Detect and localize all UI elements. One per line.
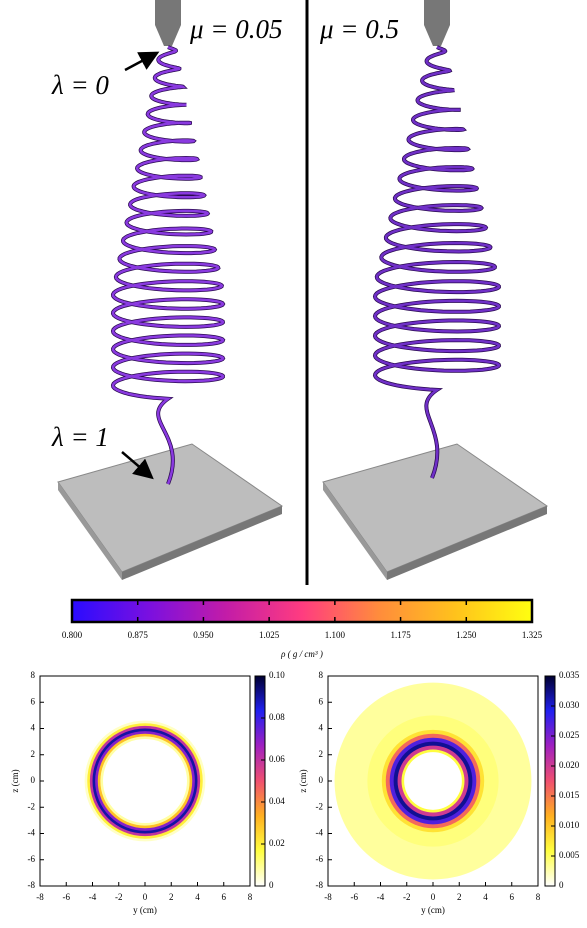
tick-label: 0.015 (559, 790, 580, 800)
tick-label: 0 (269, 880, 274, 890)
density-ring (404, 752, 462, 810)
tick-label: 0.030 (559, 700, 580, 710)
start-label: λ = 0 (51, 70, 109, 100)
axis-label: y (cm) (421, 905, 445, 915)
colorbar (70, 598, 534, 624)
colorbar (544, 675, 556, 887)
tick-label: -2 (28, 801, 36, 811)
tick-label: 6 (31, 696, 36, 706)
tick-label: -4 (316, 828, 324, 838)
tick-label: -2 (115, 892, 123, 902)
tick-label: -6 (316, 854, 324, 864)
nozzle (155, 0, 181, 46)
tick-label: 0.800 (62, 630, 83, 640)
tick-label: -6 (351, 892, 359, 902)
tick-label: -6 (28, 854, 36, 864)
tick-label: -4 (377, 892, 385, 902)
axis-label: y (cm) (133, 905, 157, 915)
tick-label: -4 (28, 828, 36, 838)
tick-label: 0 (31, 775, 36, 785)
tick-label: 4 (195, 892, 200, 902)
tick-label: 8 (319, 670, 324, 680)
plate-edge (122, 506, 282, 580)
tick-label: -2 (403, 892, 411, 902)
tick-label: 0.10 (269, 670, 285, 680)
end-label: λ = 1 (51, 422, 109, 452)
panel-label: μ = 0.5 (319, 14, 399, 44)
tick-label: -8 (324, 892, 332, 902)
tick-label: 0 (431, 892, 436, 902)
tick-label: 0 (319, 775, 324, 785)
tick-label: 0.010 (559, 820, 580, 830)
plate-edge (323, 482, 387, 580)
tick-label: -8 (28, 880, 36, 890)
tick-label: 1.250 (456, 630, 477, 640)
tick-label: -8 (316, 880, 324, 890)
tick-label: 0.035 (559, 670, 580, 680)
tick-label: 6 (319, 696, 324, 706)
axis-label: z (cm) (10, 769, 20, 792)
tick-label: -6 (63, 892, 71, 902)
tick-label: 1.325 (522, 630, 543, 640)
heatmap (40, 676, 250, 886)
tick-label: 0.005 (559, 850, 580, 860)
filament (111, 45, 225, 485)
tick-label: 0.020 (559, 760, 580, 770)
tick-label: 0.04 (269, 796, 285, 806)
tick-label: 1.100 (325, 630, 346, 640)
tick-label: 0.02 (269, 838, 285, 848)
tick-label: 2 (319, 749, 324, 759)
tick-label: 4 (319, 723, 324, 733)
tick-label: 2 (169, 892, 174, 902)
tick-label: 2 (457, 892, 462, 902)
arrow (124, 51, 160, 72)
tick-label: 0.06 (269, 754, 285, 764)
tick-label: 8 (31, 670, 36, 680)
tick-label: 0.08 (269, 712, 285, 722)
tick-label: 6 (510, 892, 515, 902)
colorbar-label: ρ ( g / cm³ ) (280, 649, 323, 659)
colorbar (254, 675, 266, 887)
tick-label: 6 (222, 892, 227, 902)
panel-label: μ = 0.05 (189, 14, 283, 44)
filament (373, 45, 501, 479)
tick-label: 0 (143, 892, 148, 902)
tick-label: 1.025 (259, 630, 280, 640)
tick-label: 1.175 (390, 630, 411, 640)
tick-label: -2 (316, 801, 324, 811)
tick-label: 8 (248, 892, 253, 902)
tick-label: 4 (483, 892, 488, 902)
tick-label: 0 (559, 880, 564, 890)
axis-label: z (cm) (298, 769, 308, 792)
tick-label: 0.875 (128, 630, 149, 640)
plate-edge (58, 482, 122, 580)
density-ring (103, 739, 187, 823)
tick-label: 4 (31, 723, 36, 733)
tick-label: 0.025 (559, 730, 580, 740)
heatmap (328, 676, 538, 886)
simulation-panels: μ = 0.05 μ = 0.5 λ = 0 λ = 1 (51, 0, 549, 585)
tick-label: 8 (536, 892, 541, 902)
plate-edge (387, 506, 547, 580)
nozzle (424, 0, 450, 46)
tick-label: -8 (36, 892, 44, 902)
tick-label: 0.950 (193, 630, 214, 640)
arrow (121, 451, 154, 480)
tick-label: 2 (31, 749, 36, 759)
tick-label: -4 (89, 892, 97, 902)
